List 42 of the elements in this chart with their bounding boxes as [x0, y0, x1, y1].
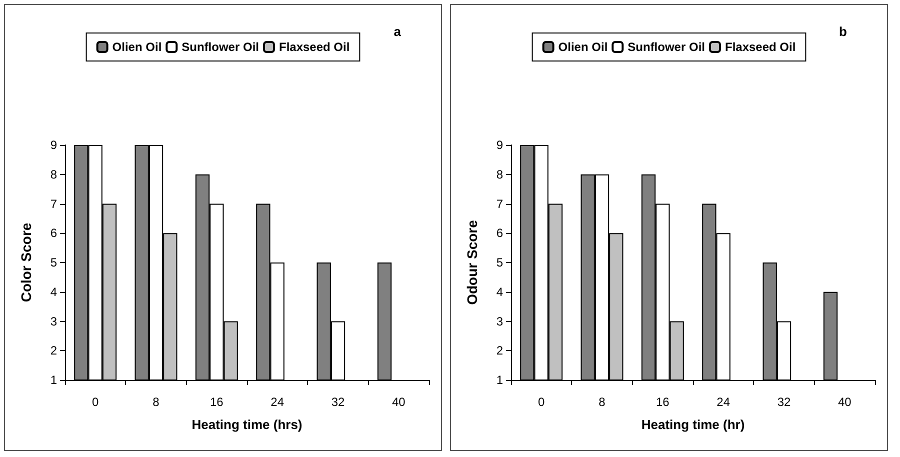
- y-tick-label: 2: [496, 344, 504, 358]
- legend-label: Sunflower Oil: [628, 40, 705, 54]
- legend-label: Sunflower Oil: [182, 40, 259, 54]
- legend-label: Olien Oil: [558, 40, 608, 54]
- x-tick-label: 0: [538, 395, 545, 409]
- y-tick-label: 6: [496, 226, 504, 240]
- y-tick-label: 5: [50, 256, 58, 270]
- x-tick-label: 24: [716, 395, 730, 409]
- legend-label: Flaxseed Oil: [278, 40, 350, 54]
- y-axis-title: Color Score: [18, 222, 34, 302]
- y-tick-label: 4: [496, 284, 504, 299]
- y-tick-label: 9: [496, 138, 504, 152]
- x-tick-label: 8: [598, 395, 606, 409]
- y-tick-label: 3: [50, 314, 58, 328]
- text: a: [394, 24, 402, 39]
- y-axis-title: Odour Score: [464, 220, 480, 305]
- x-axis-title: Heating time (hrs): [192, 417, 302, 432]
- x-tick-label: 32: [777, 395, 791, 409]
- y-tick-label: 3: [496, 314, 504, 328]
- legend-label: Flaxseed Oil: [724, 40, 796, 54]
- y-tick-label: 7: [50, 196, 58, 211]
- x-tick-label: 16: [210, 395, 224, 409]
- y-tick-label: 6: [50, 226, 58, 240]
- x-tick-label: 40: [838, 395, 852, 409]
- y-tick-label: 1: [50, 373, 58, 387]
- y-tick-label: 8: [50, 167, 58, 182]
- y-tick-label: 4: [50, 284, 58, 299]
- y-tick-label: 9: [50, 138, 58, 152]
- text: b: [839, 24, 848, 39]
- y-tick-label: 1: [496, 373, 504, 387]
- legend-label: Olien Oil: [112, 40, 162, 54]
- y-tick-label: 2: [50, 344, 58, 358]
- x-tick-label: 8: [152, 395, 160, 409]
- x-tick-label: 32: [331, 395, 345, 409]
- y-tick-label: 5: [496, 256, 504, 270]
- x-tick-label: 0: [92, 395, 99, 409]
- y-tick-label: 7: [496, 196, 504, 211]
- x-tick-label: 16: [656, 395, 670, 409]
- x-tick-label: 40: [392, 395, 406, 409]
- x-axis-title: Heating time (hr): [641, 417, 745, 432]
- y-tick-label: 8: [496, 167, 504, 182]
- x-tick-label: 24: [270, 395, 284, 409]
